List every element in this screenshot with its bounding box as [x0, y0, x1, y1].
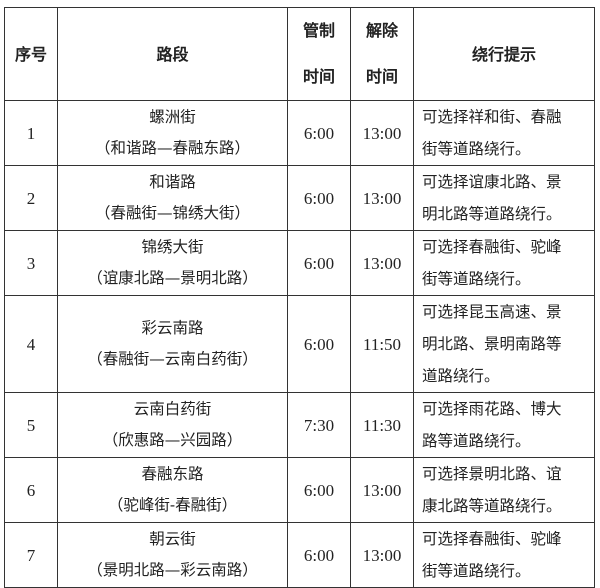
- row-index: 3: [4, 230, 58, 296]
- detour-hint-line: 可选择祥和街、春融: [422, 108, 562, 126]
- control-start-time: 6:00: [287, 522, 351, 588]
- control-start-time: 7:30: [287, 392, 351, 458]
- header-control-time-line: 管制: [302, 21, 335, 40]
- road-range: （景明北路—彩云南路）: [87, 561, 258, 579]
- road-segment: 和谐路 （春融街—锦绣大街）: [57, 165, 288, 231]
- table-row: 3 锦绣大街 （谊康北路—景明北路） 6:00 13:00 可选择春融街、驼峰 街等…: [4, 230, 595, 296]
- table-row: 7 朝云街 （景明北路—彩云南路） 6:00 13:00 可选择春融街、驼峰 街等道…: [4, 522, 595, 588]
- road-segment: 春融东路 （驼峰街-春融街）: [57, 457, 288, 523]
- road-range: （驼峰街-春融街）: [107, 496, 238, 514]
- control-start-time: 6:00: [287, 457, 351, 523]
- control-start-time: 6:00: [287, 295, 351, 393]
- road-name: 春融东路: [141, 465, 204, 483]
- table-row: 2 和谐路 （春融街—锦绣大街） 6:00 13:00 可选择谊康北路、景 明北路等…: [4, 165, 595, 231]
- release-time: 13:00: [350, 457, 414, 523]
- header-segment: 路段: [57, 7, 288, 101]
- road-name: 螺洲街: [149, 108, 196, 126]
- control-start-time: 6:00: [287, 165, 351, 231]
- control-start-time: 6:00: [287, 100, 351, 166]
- release-time: 13:00: [350, 522, 414, 588]
- row-index: 7: [4, 522, 58, 588]
- detour-hint-line: 可选择昆玉高速、景: [422, 303, 562, 321]
- traffic-control-table: 序号 路段 管制时间 解除时间 绕行提示 1 螺洲街 （和谐路—春融东路） 6:0…: [4, 7, 595, 588]
- table-row: 4 彩云南路 （春融街—云南白药街） 6:00 11:50 可选择昆玉高速、景 明北…: [4, 295, 595, 393]
- detour-hint: 可选择昆玉高速、景 明北路、景明南路等 道路绕行。: [413, 295, 595, 393]
- header-index: 序号: [4, 7, 58, 101]
- road-range: （谊康北路—景明北路）: [87, 269, 258, 287]
- detour-hint: 可选择谊康北路、景 明北路等道路绕行。: [413, 165, 595, 231]
- detour-hint-line: 街等道路绕行。: [422, 562, 531, 580]
- detour-hint-line: 可选择景明北路、谊: [422, 465, 562, 483]
- table-row: 1 螺洲街 （和谐路—春融东路） 6:00 13:00 可选择祥和街、春融 街等道路…: [4, 100, 595, 166]
- header-release-time-line: 解除: [365, 21, 398, 40]
- road-name: 朝云街: [149, 530, 196, 548]
- road-name: 锦绣大街: [141, 238, 204, 256]
- detour-hint-line: 可选择春融街、驼峰: [422, 238, 562, 256]
- row-index: 4: [4, 295, 58, 393]
- road-segment: 朝云街 （景明北路—彩云南路）: [57, 522, 288, 588]
- table-row: 5 云南白药街 （欣惠路—兴园路） 7:30 11:30 可选择雨花路、博大 路等道…: [4, 392, 595, 458]
- row-index: 1: [4, 100, 58, 166]
- detour-hint-line: 明北路、景明南路等: [422, 335, 562, 353]
- header-row: 序号 路段 管制时间 解除时间 绕行提示: [4, 7, 595, 101]
- table-row: 6 春融东路 （驼峰街-春融街） 6:00 13:00 可选择景明北路、谊 康北路等…: [4, 457, 595, 523]
- road-name: 和谐路: [149, 173, 196, 191]
- header-release-time: 解除 时间: [350, 7, 414, 101]
- detour-hint: 可选择祥和街、春融 街等道路绕行。: [413, 100, 595, 166]
- detour-hint-line: 街等道路绕行。: [422, 140, 531, 158]
- release-time: 13:00: [350, 230, 414, 296]
- detour-hint: 可选择雨花路、博大 路等道路绕行。: [413, 392, 595, 458]
- row-index: 6: [4, 457, 58, 523]
- row-index: 5: [4, 392, 58, 458]
- road-name: 云南白药街: [133, 400, 212, 418]
- detour-hint-line: 道路绕行。: [422, 367, 500, 385]
- detour-hint: 可选择春融街、驼峰 街等道路绕行。: [413, 230, 595, 296]
- road-segment: 彩云南路 （春融街—云南白药街）: [57, 295, 288, 393]
- detour-hint: 可选择春融街、驼峰 街等道路绕行。: [413, 522, 595, 588]
- road-range: （春融街—云南白药街）: [87, 350, 258, 368]
- release-time: 11:30: [350, 392, 414, 458]
- detour-hint: 可选择景明北路、谊 康北路等道路绕行。: [413, 457, 595, 523]
- header-detour: 绕行提示: [413, 7, 595, 101]
- release-time: 13:00: [350, 165, 414, 231]
- header-control-time: 管制 时间: [287, 7, 351, 101]
- header-control-time-line: 时间: [302, 67, 335, 86]
- control-start-time: 6:00: [287, 230, 351, 296]
- detour-hint-line: 街等道路绕行。: [422, 270, 531, 288]
- release-time: 11:50: [350, 295, 414, 393]
- detour-hint-line: 明北路等道路绕行。: [422, 205, 562, 223]
- detour-hint-line: 康北路等道路绕行。: [422, 497, 562, 515]
- detour-hint-line: 路等道路绕行。: [422, 432, 531, 450]
- road-name: 彩云南路: [141, 319, 204, 337]
- road-segment: 云南白药街 （欣惠路—兴园路）: [57, 392, 288, 458]
- road-range: （欣惠路—兴园路）: [102, 431, 243, 449]
- detour-hint-line: 可选择春融街、驼峰: [422, 530, 562, 548]
- road-range: （和谐路—春融东路）: [94, 139, 250, 157]
- row-index: 2: [4, 165, 58, 231]
- detour-hint-line: 可选择雨花路、博大: [422, 400, 562, 418]
- road-range: （春融街—锦绣大街）: [94, 204, 250, 222]
- detour-hint-line: 可选择谊康北路、景: [422, 173, 562, 191]
- release-time: 13:00: [350, 100, 414, 166]
- road-segment: 螺洲街 （和谐路—春融东路）: [57, 100, 288, 166]
- road-segment: 锦绣大街 （谊康北路—景明北路）: [57, 230, 288, 296]
- header-release-time-line: 时间: [365, 67, 398, 86]
